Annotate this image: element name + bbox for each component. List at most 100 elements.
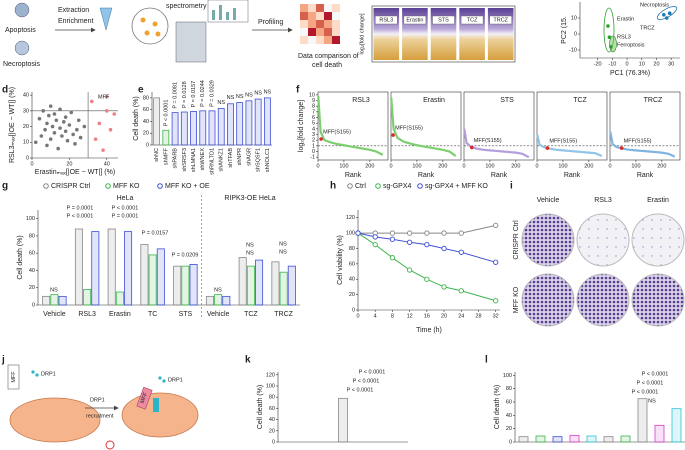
bar [140,244,149,306]
x-tick-label: 0 [356,313,359,319]
x-tick-label: 0 [535,163,538,169]
point [493,298,499,304]
point [78,135,83,140]
point [69,110,74,115]
x-tick-label: 200 [511,163,520,169]
x-tick-label: shNOLC1 [265,148,271,172]
annotation: NS [648,398,656,404]
y-tick-label: 100 [266,383,275,389]
rank-curve [317,95,384,156]
panel-label: l [485,355,488,366]
point [97,121,102,126]
x-axis-label: PC1 (76.3%) [610,70,650,77]
x-tick-label: TRCZ [274,311,293,318]
point [104,94,109,99]
point [48,137,53,141]
point [61,120,66,124]
bar [180,111,188,146]
x-tick-label: 4 [374,313,377,319]
bar [287,265,296,306]
x-tick-label: Vehicle [43,311,66,318]
label: spectrometry [166,3,207,10]
point [112,112,117,116]
point [58,126,62,130]
x-axis-label: Rank [637,172,654,179]
bar [189,264,198,306]
highlight-point [619,146,624,150]
label: Enrichment [58,18,93,25]
heatmap-cell [308,4,316,12]
point [48,104,53,108]
bar [217,108,225,146]
column-label: RSL3 [594,197,612,204]
label: Necroptosis [3,61,40,68]
y-tick-label: 6 [312,115,315,121]
highlight-point [391,133,395,137]
bar [124,231,133,306]
bar [171,112,179,146]
bar [42,295,51,306]
y-tick-label: 0 [574,31,577,37]
point [441,284,447,290]
x-tick-label: 30 [668,61,674,67]
bar [148,254,157,306]
x-tick-label: shAGR [246,148,252,166]
y-tick-label: 40 [23,93,29,99]
x-tick-label: 10 [639,61,645,67]
heatmap-cell [324,36,332,44]
annotation: P < 0.0001 [642,371,669,377]
point [101,148,105,152]
heatmap-cell [332,36,340,44]
y-axis-label: log₂[fold change] [359,13,365,54]
annotation: NS [50,287,58,293]
bar [535,435,546,443]
annotation: NS [279,241,287,247]
x-tick-label: 200 [584,163,593,169]
annotation: NS [227,95,235,101]
annotation: P < 0.0001 [632,389,659,395]
point [493,259,499,265]
point [406,267,413,273]
point [93,137,98,141]
heatmap-cell [300,36,308,44]
point [60,134,64,138]
y-tick-label: 10 [23,140,29,146]
x-tick-label: shNPR [237,148,243,165]
bar [238,257,247,306]
point [45,143,49,148]
label: Extraction [58,7,89,14]
y-tick-label: 0 [26,155,29,161]
category-box [460,15,484,25]
category-label: STS [438,17,449,23]
heatmap-cell [300,4,308,12]
bar [518,436,529,443]
y-axis-label: Cell death (%) [494,385,501,429]
point [662,13,666,17]
panel-label: j [1,355,5,366]
heatmap-cell [316,12,324,20]
y-tick-label: 60 [506,399,512,405]
y-tick-label: 120 [346,215,355,221]
legend-label: Ctrl [355,183,366,190]
heatmap-cell [308,36,316,44]
point [75,127,79,132]
rank-curve [463,128,530,159]
category-box [375,15,398,25]
point [71,132,75,137]
annotation: P = 0.0001 [112,213,139,219]
bar [236,102,244,146]
x-tick-label: 0 [389,163,392,169]
bar [263,97,271,146]
y-tick-label: 20 [143,131,149,137]
heatmap-cell [332,28,340,36]
y-tick-label: 4 [312,126,315,132]
bar [246,265,255,306]
point [607,35,612,39]
bar [279,271,288,306]
bar [58,295,67,306]
panel-label: d [2,85,8,96]
row-label: CRISPR Ctrl [513,220,520,260]
x-tick-label: TCZ [244,311,258,318]
x-axis-label: Rank [345,172,362,179]
